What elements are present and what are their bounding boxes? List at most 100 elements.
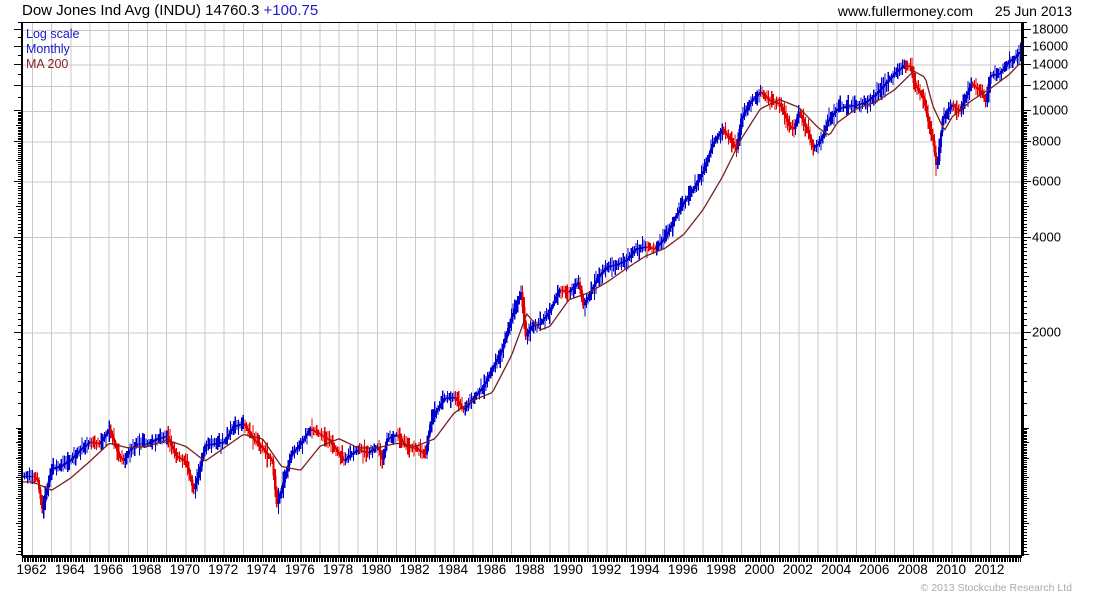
price-chart-canvas	[23, 23, 1021, 555]
x-axis-tick	[93, 558, 95, 562]
y-axis-minor-tick	[1024, 534, 1027, 536]
x-axis-tick	[401, 558, 403, 562]
x-axis-tick	[797, 558, 799, 562]
y-axis-minor-tick	[18, 114, 21, 116]
y-axis-minor-tick	[16, 141, 21, 143]
x-axis-tick	[232, 558, 234, 562]
x-axis-tick	[706, 558, 708, 562]
x-axis-tick	[713, 558, 715, 562]
x-axis-spine	[22, 556, 1022, 558]
x-axis-tick	[341, 558, 343, 562]
x-axis-tick	[53, 558, 55, 562]
x-axis-tick	[215, 558, 217, 562]
x-axis-tick	[574, 558, 576, 562]
x-axis-tick	[689, 558, 691, 562]
x-axis-tick	[52, 558, 54, 562]
y-axis-minor-tick	[1024, 474, 1027, 476]
x-axis-tick	[468, 558, 470, 562]
y-tick-label: 14000	[1032, 56, 1069, 72]
x-axis-tick	[909, 558, 911, 562]
x-axis-tick	[77, 558, 79, 562]
y-axis-minor-tick	[1024, 141, 1029, 143]
x-axis-tick	[398, 558, 400, 562]
x-axis-tick	[1016, 558, 1018, 562]
x-axis-tick	[73, 558, 75, 562]
x-axis-tick	[180, 558, 182, 562]
x-axis-tick	[761, 558, 763, 562]
x-axis-tick	[915, 558, 917, 562]
x-axis-tick	[197, 558, 199, 562]
y-axis-minor-tick	[1024, 493, 1027, 495]
x-axis-tick	[432, 558, 434, 562]
y-axis-minor-tick	[1024, 192, 1027, 194]
x-axis-tick	[785, 558, 787, 562]
y-axis-minor-tick	[18, 155, 21, 157]
y-axis-minor-tick	[18, 463, 21, 465]
x-axis-tick	[239, 558, 241, 562]
x-axis-tick	[743, 558, 745, 562]
x-axis-tick	[330, 558, 332, 562]
x-axis-tick	[543, 558, 545, 562]
y-axis-minor-tick	[1024, 271, 1027, 273]
x-axis-tick	[302, 558, 304, 562]
x-axis-tick	[547, 558, 549, 562]
y-axis-minor-tick	[16, 236, 21, 238]
x-axis-tick	[823, 558, 825, 562]
y-axis-minor-tick	[1024, 505, 1027, 507]
x-axis-tick	[352, 558, 354, 562]
x-axis-tick	[788, 558, 790, 562]
x-axis-tick	[310, 558, 312, 562]
y-axis-minor-tick	[18, 346, 21, 348]
y-axis-minor-tick	[1024, 74, 1027, 76]
x-axis-tick	[510, 558, 512, 562]
y-axis-minor-tick	[18, 45, 21, 47]
y-axis-minor-tick	[1024, 448, 1027, 450]
x-axis-tick	[1019, 558, 1021, 562]
y-axis-minor-tick	[1024, 301, 1027, 303]
y-axis-minor-tick	[16, 442, 21, 444]
y-axis-minor-tick	[1024, 402, 1027, 404]
y-axis-minor-tick	[18, 251, 21, 253]
x-axis-tick	[832, 558, 834, 562]
y-axis-minor-tick	[18, 537, 21, 539]
y-axis-minor-tick	[1024, 307, 1027, 309]
x-axis-tick	[109, 558, 111, 562]
y-axis-minor-tick	[1024, 255, 1027, 257]
x-axis-tick	[492, 558, 494, 562]
y-axis-minor-tick	[18, 129, 21, 131]
x-axis-tick	[253, 558, 255, 562]
x-axis-tick	[839, 558, 841, 562]
x-axis-tick	[282, 558, 284, 562]
x-tick-label: 2006	[859, 562, 890, 577]
y-axis-minor-tick	[1024, 136, 1027, 138]
y-axis-minor-tick	[18, 461, 21, 463]
x-axis-tick	[504, 558, 506, 562]
x-axis-tick	[655, 558, 657, 562]
y-axis-minor-tick	[1024, 346, 1027, 348]
x-axis-tick	[842, 558, 844, 562]
x-axis-tick	[1008, 558, 1010, 562]
y-axis-minor-tick	[18, 203, 21, 205]
y-axis-minor-tick	[18, 434, 21, 436]
x-axis-tick	[741, 558, 743, 562]
y-axis-minor-tick	[16, 205, 21, 207]
y-axis-minor-tick	[18, 505, 21, 507]
x-axis-tick	[135, 558, 137, 562]
x-axis-tick	[55, 558, 57, 562]
x-axis-tick	[927, 558, 929, 562]
x-tick-label: 1982	[399, 562, 430, 577]
y-axis-minor-tick	[18, 531, 21, 533]
y-axis-minor-tick	[1024, 142, 1027, 144]
x-axis-tick	[338, 558, 340, 562]
x-axis-tick	[990, 558, 992, 562]
x-axis-tick	[143, 558, 145, 562]
x-axis-tick	[700, 558, 702, 562]
x-axis-tick	[377, 558, 379, 562]
y-axis-minor-tick	[1024, 440, 1027, 442]
x-axis-tick	[92, 558, 94, 562]
x-axis-tick	[409, 558, 411, 562]
x-axis-tick	[132, 558, 134, 562]
x-axis-tick	[789, 558, 791, 562]
x-axis-tick	[279, 558, 280, 562]
y-axis-minor-tick	[1024, 482, 1027, 484]
